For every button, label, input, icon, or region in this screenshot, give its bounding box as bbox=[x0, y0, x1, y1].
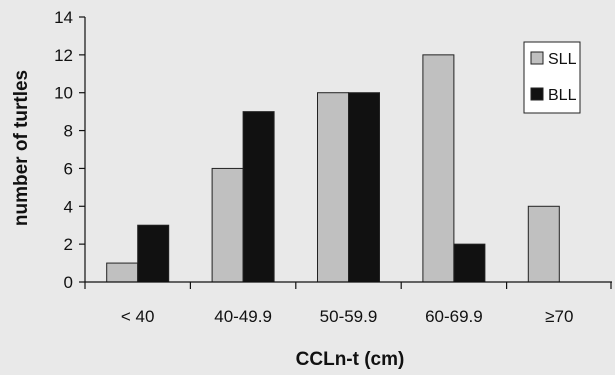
y-tick-label: 0 bbox=[64, 273, 73, 292]
legend-swatch-bll bbox=[530, 87, 544, 101]
legend-swatch-sll bbox=[530, 51, 544, 65]
bar-bll-2 bbox=[348, 92, 380, 283]
legend: SLL BLL bbox=[523, 41, 581, 114]
bar-bll-3 bbox=[453, 243, 486, 283]
bar-bll-1 bbox=[242, 111, 275, 283]
bars-layer bbox=[106, 54, 560, 283]
y-tick-label: 2 bbox=[64, 235, 73, 254]
y-tick-label: 8 bbox=[64, 122, 73, 141]
y-tick-label: 6 bbox=[64, 159, 73, 178]
x-tick-label: ≥70 bbox=[545, 307, 573, 326]
x-tick-label: 60-69.9 bbox=[425, 307, 483, 326]
x-tick-label: < 40 bbox=[121, 307, 155, 326]
bar-sll-2 bbox=[317, 92, 349, 283]
x-tick-label: 40-49.9 bbox=[214, 307, 272, 326]
bar-sll-4 bbox=[527, 205, 560, 283]
bar-sll-1 bbox=[211, 167, 244, 283]
y-tick-label: 10 bbox=[54, 84, 73, 103]
y-tick-label: 12 bbox=[54, 46, 73, 65]
x-axis-title: CCLn-t (cm) bbox=[296, 349, 405, 370]
y-axis-title: number of turtles bbox=[11, 70, 32, 226]
legend-label-bll: BLL bbox=[548, 87, 577, 104]
x-tick-label: 50-59.9 bbox=[320, 307, 378, 326]
y-tick-label: 4 bbox=[64, 197, 73, 216]
bar-sll-3 bbox=[422, 54, 455, 283]
y-axis: 0 2 4 6 8 10 12 14 bbox=[54, 8, 86, 292]
legend-label-sll: SLL bbox=[548, 51, 577, 68]
x-axis: < 40 40-49.9 50-59.9 60-69.9 ≥70 bbox=[84, 281, 612, 326]
bar-bll-0 bbox=[137, 224, 170, 283]
bar-sll-0 bbox=[106, 262, 139, 283]
y-tick-label: 14 bbox=[54, 8, 73, 27]
